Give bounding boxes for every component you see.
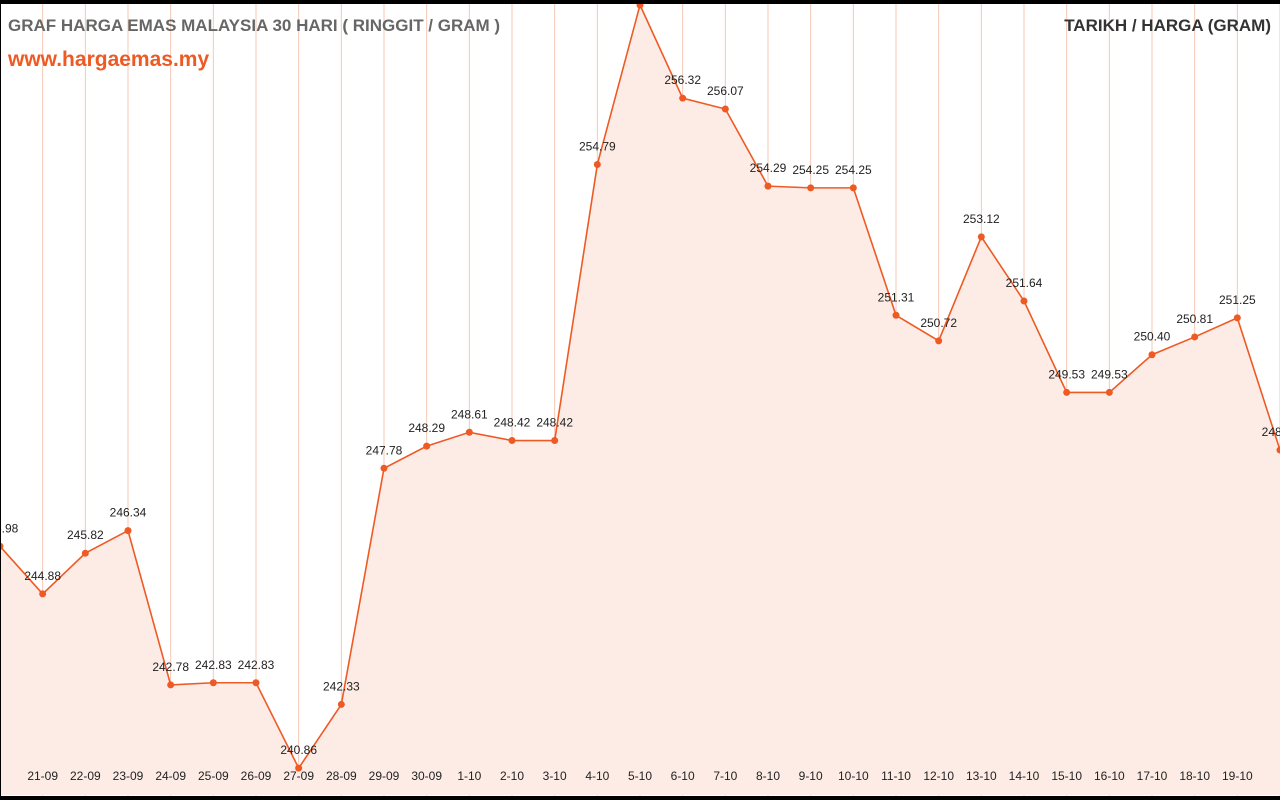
value-label: 250.72 — [920, 316, 957, 330]
value-label: 248.29 — [408, 421, 445, 435]
point — [1234, 314, 1241, 321]
x-tick-label: 25-09 — [198, 769, 229, 783]
value-label: 240.86 — [280, 743, 317, 757]
point — [722, 106, 729, 113]
top-border — [0, 0, 1280, 4]
value-label: 251.64 — [1006, 276, 1043, 290]
value-label: 256.07 — [707, 84, 744, 98]
value-label: 254.29 — [750, 161, 787, 175]
value-label: 245.82 — [67, 528, 104, 542]
x-tick-label: 11-10 — [881, 769, 911, 783]
x-tick-label: 23-09 — [113, 769, 144, 783]
x-tick-label: 18-10 — [1179, 769, 1210, 783]
value-label: 242.83 — [238, 658, 275, 672]
point — [82, 550, 89, 557]
area — [0, 5, 1280, 795]
x-tick-label: 9-10 — [799, 769, 823, 783]
value-label: 256.32 — [664, 73, 701, 87]
point — [679, 95, 686, 102]
value-label: 254.25 — [835, 163, 872, 177]
point — [765, 183, 772, 190]
chart-subtitle: www.hargaemas.my — [7, 48, 209, 71]
x-tick-label: 4-10 — [585, 769, 609, 783]
value-label: 242.83 — [195, 658, 232, 672]
value-label: 245.98 — [0, 521, 19, 535]
x-tick-label: 1-10 — [457, 769, 481, 783]
value-label: 254.25 — [792, 163, 829, 177]
value-label: 254.79 — [579, 139, 616, 153]
value-label: 244.88 — [24, 569, 61, 583]
x-tick-label: 12-10 — [923, 769, 954, 783]
value-label: 248.42 — [536, 416, 573, 430]
x-tick-label: 22-09 — [70, 769, 101, 783]
point — [893, 312, 900, 319]
point — [1191, 333, 1198, 340]
point — [594, 161, 601, 168]
point — [338, 701, 345, 708]
point — [1149, 351, 1156, 358]
legend-label: TARIKH / HARGA (GRAM) — [1064, 16, 1271, 35]
x-tick-label: 8-10 — [756, 769, 780, 783]
value-label: 249.53 — [1091, 367, 1128, 381]
point — [167, 681, 174, 688]
value-label: 249.53 — [1048, 367, 1085, 381]
x-tick-label: 16-10 — [1094, 769, 1125, 783]
value-label: 248.42 — [494, 416, 531, 430]
x-tick-label: 2-10 — [500, 769, 524, 783]
value-label: 253.12 — [963, 212, 1000, 226]
x-tick-label: 15-10 — [1051, 769, 1082, 783]
x-tick-label: 19-10 — [1222, 769, 1253, 783]
value-label: 247.78 — [366, 443, 403, 457]
x-tick-label: 13-10 — [966, 769, 997, 783]
point — [253, 679, 260, 686]
x-tick-label: 29-09 — [369, 769, 400, 783]
x-tick-label: 14-10 — [1009, 769, 1040, 783]
x-tick-label: 6-10 — [671, 769, 695, 783]
bottom-border — [0, 796, 1280, 800]
point — [551, 437, 558, 444]
value-label: 248.61 — [451, 407, 488, 421]
point — [935, 337, 942, 344]
point — [381, 465, 388, 472]
point — [978, 233, 985, 240]
x-tick-label: 30-09 — [411, 769, 442, 783]
left-border — [0, 0, 1, 800]
x-tick-label: 5-10 — [628, 769, 652, 783]
x-tick-label: 26-09 — [241, 769, 272, 783]
point — [210, 679, 217, 686]
point — [125, 527, 132, 534]
value-label: 251.31 — [878, 290, 915, 304]
x-tick-label: 27-09 — [283, 769, 314, 783]
point — [1106, 389, 1113, 396]
value-label: 242.33 — [323, 679, 360, 693]
point — [1021, 297, 1028, 304]
x-tick-label: 21-09 — [27, 769, 58, 783]
value-label: 248.20 — [1262, 425, 1280, 439]
value-label: 250.40 — [1134, 330, 1171, 344]
value-label: 251.25 — [1219, 293, 1256, 307]
value-label: 242.78 — [152, 660, 189, 674]
value-label: 246.34 — [110, 506, 147, 520]
x-tick-label: 3-10 — [543, 769, 567, 783]
x-tick-label: 10-10 — [838, 769, 869, 783]
point — [850, 184, 857, 191]
point — [39, 590, 46, 597]
value-label: 250.81 — [1176, 312, 1213, 326]
x-tick-label: 17-10 — [1137, 769, 1168, 783]
x-tick-label: 7-10 — [713, 769, 737, 783]
chart-title: GRAF HARGA EMAS MALAYSIA 30 HARI ( RINGG… — [8, 16, 500, 35]
x-tick-label: 28-09 — [326, 769, 357, 783]
point — [466, 429, 473, 436]
point — [1063, 389, 1070, 396]
x-tick-label: 24-09 — [155, 769, 186, 783]
point — [509, 437, 516, 444]
point — [807, 184, 814, 191]
point — [423, 443, 430, 450]
